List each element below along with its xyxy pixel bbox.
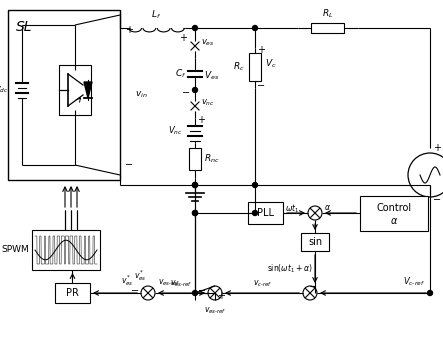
Text: $\alpha$: $\alpha$ — [390, 216, 398, 226]
Text: $v_{in}$: $v_{in}$ — [135, 90, 148, 100]
Text: $V_c$: $V_c$ — [265, 58, 276, 70]
Circle shape — [193, 26, 198, 30]
Text: $v_{c\text{-}ref}$: $v_{c\text{-}ref}$ — [253, 279, 272, 289]
Text: $v_{es\text{-}ref}$: $v_{es\text{-}ref}$ — [170, 279, 193, 289]
Bar — [32, 230, 100, 270]
Text: $R_L$: $R_L$ — [323, 7, 334, 20]
Circle shape — [193, 210, 198, 216]
Text: −: − — [198, 286, 206, 296]
Text: −: − — [131, 286, 139, 296]
Text: $v_{nc}$: $v_{nc}$ — [201, 98, 215, 108]
Text: SPWM: SPWM — [1, 245, 29, 254]
Circle shape — [193, 182, 198, 188]
Text: Control: Control — [377, 203, 412, 213]
Text: $v_{dc}$: $v_{dc}$ — [0, 85, 9, 95]
Polygon shape — [84, 82, 92, 98]
Text: $\omega t_1$: $\omega t_1$ — [285, 203, 299, 215]
Circle shape — [193, 210, 198, 216]
Circle shape — [427, 290, 432, 295]
Text: −: − — [125, 160, 133, 170]
Text: $v_{es}$: $v_{es}$ — [201, 38, 214, 48]
Circle shape — [193, 88, 198, 92]
Text: SL: SL — [16, 20, 32, 34]
Text: $R_c$: $R_c$ — [233, 61, 245, 73]
Bar — [360, 196, 428, 231]
Text: $v^*_{es}$: $v^*_{es}$ — [133, 268, 146, 283]
Bar — [248, 202, 283, 224]
Text: $V_{c\text{-}ref}$: $V_{c\text{-}ref}$ — [403, 275, 425, 288]
Text: +: + — [197, 115, 205, 125]
Text: $v_{es\text{-}ref}$: $v_{es\text{-}ref}$ — [158, 278, 181, 288]
Text: $\alpha$: $\alpha$ — [324, 203, 331, 211]
Text: $L_f$: $L_f$ — [152, 8, 162, 21]
Circle shape — [253, 182, 257, 188]
Circle shape — [253, 210, 257, 216]
Text: $v_{es\text{-}ref}$: $v_{es\text{-}ref}$ — [204, 305, 226, 315]
Text: $R_{nc}$: $R_{nc}$ — [204, 153, 220, 165]
Text: $V_{nc}$: $V_{nc}$ — [168, 125, 183, 137]
Bar — [8, 10, 120, 180]
Text: $C_f$: $C_f$ — [175, 68, 186, 80]
Circle shape — [193, 290, 198, 295]
Bar — [249, 53, 261, 81]
Text: $V_{es}$: $V_{es}$ — [204, 70, 219, 82]
Text: sin: sin — [308, 237, 322, 247]
Text: +: + — [217, 291, 225, 301]
Text: −: − — [257, 81, 265, 91]
Text: PLL: PLL — [257, 208, 274, 218]
Circle shape — [253, 26, 257, 30]
Text: +: + — [179, 33, 187, 43]
Text: +: + — [433, 143, 441, 153]
Bar — [59, 65, 91, 115]
Bar — [55, 283, 90, 303]
Text: −: − — [433, 195, 441, 205]
Bar — [301, 233, 329, 251]
Text: +: + — [125, 25, 133, 35]
Bar — [189, 148, 201, 170]
Text: $v^*_{es}$: $v^*_{es}$ — [120, 273, 133, 288]
Text: $\sin(\omega t_1+\alpha)$: $\sin(\omega t_1+\alpha)$ — [268, 262, 313, 275]
Text: −: − — [182, 88, 190, 98]
Text: PR: PR — [66, 288, 79, 298]
Text: +: + — [257, 45, 265, 55]
Circle shape — [193, 182, 198, 188]
Bar — [311, 23, 345, 33]
